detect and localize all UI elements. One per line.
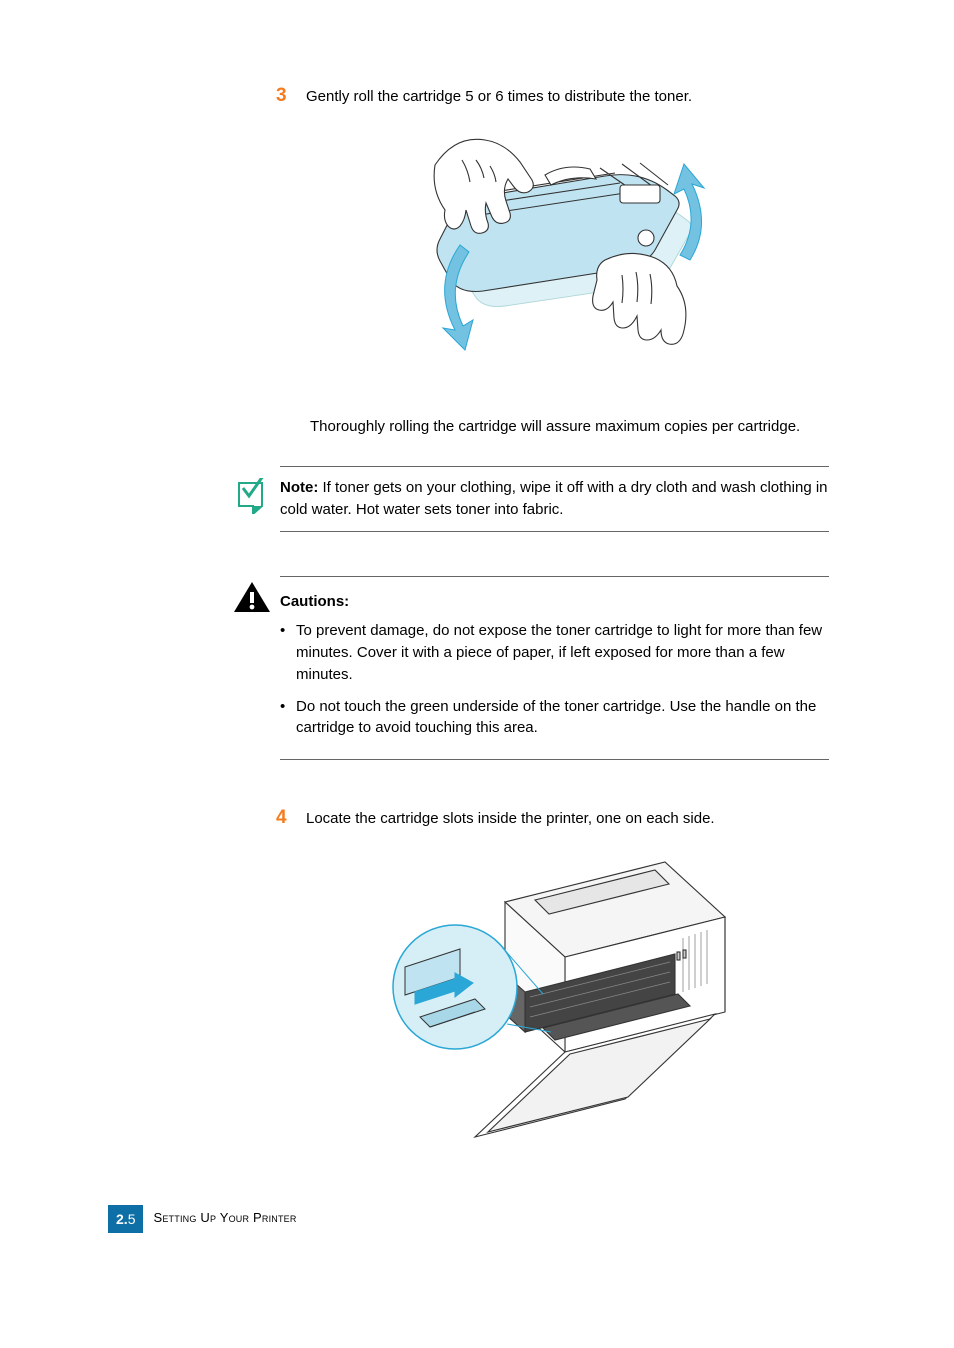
manual-page: 3 Gently roll the cartridge 5 or 6 times… (0, 0, 954, 1348)
note-icon (234, 478, 270, 521)
printer-illustration (375, 852, 735, 1162)
step-3: 3 Gently roll the cartridge 5 or 6 times… (280, 82, 829, 110)
roll-cartridge-illustration (390, 130, 720, 380)
step-text: Gently roll the cartridge 5 or 6 times t… (306, 86, 829, 108)
caution-item: Do not touch the green underside of the … (280, 696, 829, 740)
step3-followup: Thoroughly rolling the cartridge will as… (310, 416, 829, 438)
caution-item: To prevent damage, do not expose the ton… (280, 620, 829, 685)
chapter-page-box: 2.5 (108, 1205, 143, 1233)
caution-label: Cautions: (280, 591, 829, 613)
page-number: 5 (128, 1211, 136, 1227)
page-footer: 2.5 Setting Up Your Printer (108, 1205, 297, 1233)
step-number: 4 (276, 804, 306, 832)
caution-list: To prevent damage, do not expose the ton… (280, 620, 829, 739)
note-body: Note: If toner gets on your clothing, wi… (280, 467, 829, 531)
caution-box: Cautions: To prevent damage, do not expo… (280, 576, 829, 761)
content-column: 3 Gently roll the cartridge 5 or 6 times… (280, 82, 829, 1198)
note-box: Note: If toner gets on your clothing, wi… (280, 466, 829, 532)
step-4: 4 Locate the cartridge slots inside the … (280, 804, 829, 832)
note-text: If toner gets on your clothing, wipe it … (280, 479, 828, 518)
step-text: Locate the cartridge slots inside the pr… (306, 808, 829, 830)
caution-body: Cautions: To prevent damage, do not expo… (280, 577, 829, 760)
caution-icon (232, 580, 272, 623)
footer-title: Setting Up Your Printer (153, 1209, 296, 1228)
figure-printer-slots (280, 852, 829, 1169)
chapter-prefix: 2. (116, 1211, 128, 1227)
note-label: Note: (280, 479, 318, 496)
figure-roll-cartridge (280, 130, 829, 387)
step-number: 3 (276, 82, 306, 110)
